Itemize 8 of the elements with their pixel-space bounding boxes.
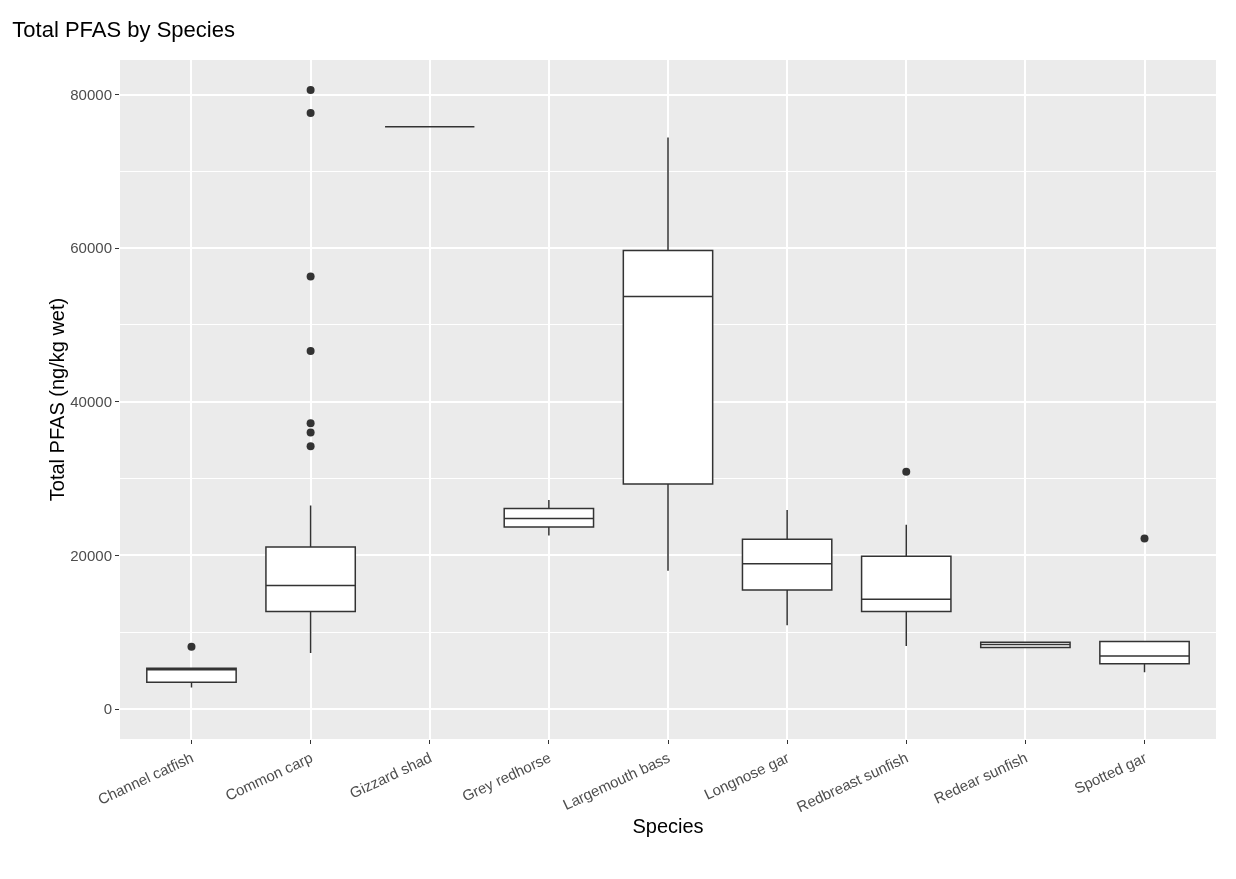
x-axis-title: Species — [632, 815, 704, 837]
y-tick-label: 80000 — [70, 85, 112, 103]
y-tick-label: 60000 — [70, 239, 112, 257]
y-tick-label: 20000 — [70, 546, 112, 564]
chart-title: Total PFAS by Species — [12, 17, 235, 43]
y-axis-title: Total PFAS (ng/kg wet) — [46, 297, 69, 502]
y-tick-label: 0 — [103, 700, 112, 718]
y-tick-label: 40000 — [70, 393, 112, 411]
